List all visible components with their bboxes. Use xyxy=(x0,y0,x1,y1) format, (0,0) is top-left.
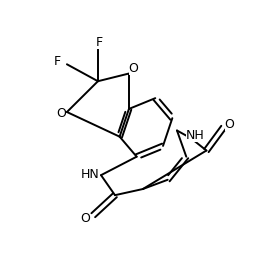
Text: F: F xyxy=(96,36,103,49)
Text: HN: HN xyxy=(81,168,100,181)
Text: O: O xyxy=(56,107,66,120)
Text: O: O xyxy=(81,212,90,225)
Text: O: O xyxy=(129,62,139,75)
Text: F: F xyxy=(54,55,61,68)
Text: O: O xyxy=(225,118,235,131)
Text: NH: NH xyxy=(186,129,205,142)
